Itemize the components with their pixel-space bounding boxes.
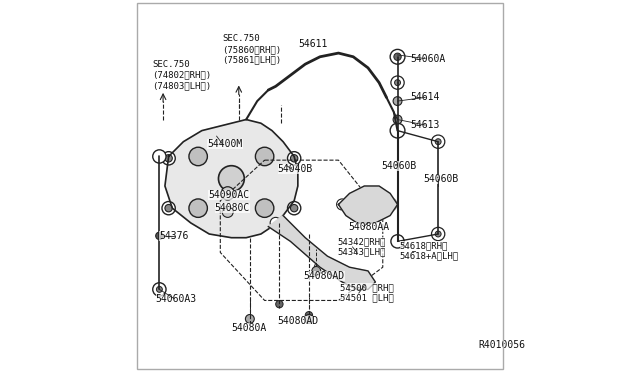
Circle shape bbox=[222, 206, 233, 217]
Text: 54080AD: 54080AD bbox=[303, 272, 344, 282]
Circle shape bbox=[162, 152, 175, 165]
Circle shape bbox=[255, 199, 274, 217]
Text: 54080AD: 54080AD bbox=[278, 316, 319, 326]
Circle shape bbox=[337, 199, 348, 210]
Circle shape bbox=[156, 286, 163, 292]
Circle shape bbox=[291, 155, 298, 162]
Text: 54613: 54613 bbox=[410, 120, 440, 130]
Circle shape bbox=[189, 147, 207, 166]
Circle shape bbox=[153, 283, 166, 296]
Text: 54040B: 54040B bbox=[278, 164, 313, 174]
Text: 54611: 54611 bbox=[298, 39, 327, 49]
Circle shape bbox=[165, 205, 172, 212]
Circle shape bbox=[358, 275, 371, 289]
Circle shape bbox=[391, 235, 404, 248]
Circle shape bbox=[390, 49, 405, 64]
Polygon shape bbox=[339, 186, 397, 223]
Circle shape bbox=[221, 187, 234, 200]
Circle shape bbox=[255, 147, 274, 166]
Polygon shape bbox=[165, 119, 298, 238]
Circle shape bbox=[394, 53, 401, 61]
Circle shape bbox=[165, 155, 172, 162]
Polygon shape bbox=[268, 215, 376, 289]
Circle shape bbox=[153, 150, 166, 163]
Text: 54080AA: 54080AA bbox=[349, 222, 390, 232]
Circle shape bbox=[431, 227, 445, 241]
Text: 54090AC: 54090AC bbox=[209, 190, 250, 200]
Circle shape bbox=[270, 217, 281, 228]
Circle shape bbox=[245, 314, 254, 323]
Text: 54618〈RH〉
54618+A〈LH〉: 54618〈RH〉 54618+A〈LH〉 bbox=[400, 241, 459, 260]
Circle shape bbox=[435, 139, 441, 145]
Text: 54060A: 54060A bbox=[410, 54, 445, 64]
Text: 54060B: 54060B bbox=[381, 161, 416, 171]
Circle shape bbox=[314, 262, 326, 273]
Text: 54376: 54376 bbox=[159, 231, 189, 241]
Text: 54060A3: 54060A3 bbox=[156, 294, 197, 304]
Circle shape bbox=[162, 202, 175, 215]
Text: SEC.750
(75860〈RH〉)
(75861〈LH〉): SEC.750 (75860〈RH〉) (75861〈LH〉) bbox=[222, 35, 282, 64]
Circle shape bbox=[287, 202, 301, 215]
Text: SEC.750
(74802〈RH〉)
(74803〈LH〉): SEC.750 (74802〈RH〉) (74803〈LH〉) bbox=[152, 60, 211, 90]
Text: 54614: 54614 bbox=[410, 92, 440, 102]
Text: 54400M: 54400M bbox=[207, 138, 243, 148]
Circle shape bbox=[312, 266, 321, 275]
Circle shape bbox=[305, 311, 312, 319]
Circle shape bbox=[393, 97, 402, 106]
Circle shape bbox=[218, 166, 244, 192]
Circle shape bbox=[395, 80, 401, 86]
Circle shape bbox=[156, 232, 163, 240]
Circle shape bbox=[362, 279, 367, 285]
Circle shape bbox=[391, 76, 404, 89]
Text: 54500 〈RH〉
54501 〈LH〉: 54500 〈RH〉 54501 〈LH〉 bbox=[340, 283, 394, 303]
Circle shape bbox=[189, 199, 207, 217]
Text: 54342〈RH〉
54343〈LH〉: 54342〈RH〉 54343〈LH〉 bbox=[338, 237, 386, 257]
Circle shape bbox=[431, 135, 445, 148]
Circle shape bbox=[246, 315, 253, 323]
Text: 54080A: 54080A bbox=[232, 323, 267, 333]
Circle shape bbox=[364, 200, 372, 209]
Text: 54060B: 54060B bbox=[424, 174, 459, 184]
Circle shape bbox=[390, 123, 405, 138]
Circle shape bbox=[305, 314, 314, 323]
Circle shape bbox=[435, 231, 441, 237]
Circle shape bbox=[291, 205, 298, 212]
Circle shape bbox=[287, 152, 301, 165]
Circle shape bbox=[276, 301, 283, 308]
Text: 54080C: 54080C bbox=[215, 203, 250, 213]
Circle shape bbox=[393, 115, 402, 124]
Circle shape bbox=[383, 198, 397, 211]
Text: R4010056: R4010056 bbox=[479, 340, 526, 350]
